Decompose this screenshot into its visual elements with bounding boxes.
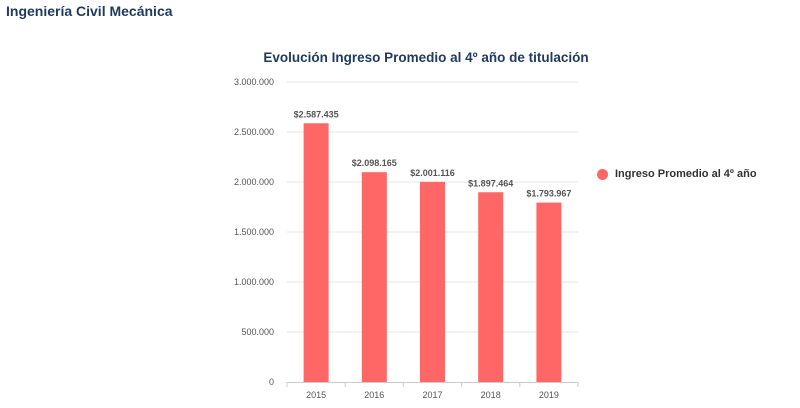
data-label: $2.587.435 (294, 109, 339, 119)
data-label: $2.098.165 (352, 158, 397, 168)
x-tick-label: 2017 (422, 390, 442, 400)
y-tick-label: 2.500.000 (234, 127, 274, 137)
bar-2016[interactable] (361, 172, 387, 382)
x-tick-label: 2016 (364, 390, 384, 400)
data-label: $2.001.116 (410, 168, 455, 178)
data-label: $1.793.967 (526, 189, 571, 199)
legend-label: Ingreso Promedio al 4º año (615, 168, 757, 180)
y-tick-label: 1.000.000 (234, 277, 274, 287)
bar-2017[interactable] (420, 181, 445, 382)
chart-title: Evolución Ingreso Promedio al 4º año de … (263, 50, 589, 65)
x-tick-label: 2019 (539, 390, 559, 400)
legend-swatch (597, 168, 608, 180)
page-title: Ingeniería Civil Mecánica (6, 3, 173, 19)
bar-2015[interactable] (303, 123, 329, 382)
y-tick-label: 2.000.000 (234, 177, 274, 187)
legend-item[interactable]: Ingreso Promedio al 4º año (597, 168, 757, 180)
y-tick-label: 500.000 (241, 327, 274, 337)
y-tick-label: 3.000.000 (234, 77, 274, 87)
x-tick-label: 2015 (306, 390, 326, 400)
x-tick-label: 2018 (481, 390, 501, 400)
bar-2019[interactable] (536, 202, 562, 382)
y-tick-label: 1.500.000 (234, 227, 274, 237)
data-label: $1.897.464 (468, 178, 513, 188)
y-tick-label: 0 (269, 377, 274, 387)
bar-2018[interactable] (478, 192, 504, 382)
